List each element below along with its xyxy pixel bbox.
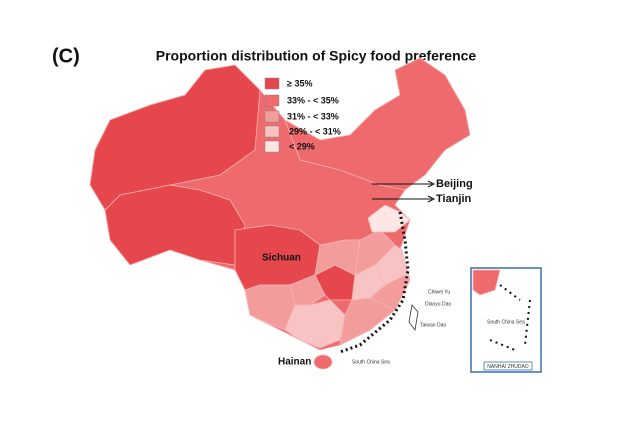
- minor-label: South China Sea: [352, 359, 390, 365]
- legend-swatch: [264, 77, 280, 90]
- province-north: [284, 57, 471, 191]
- minor-label: Chiwei Yu: [428, 289, 450, 295]
- minor-label: NANHAI ZHUDAO: [487, 364, 529, 370]
- arrow-head: [427, 195, 436, 203]
- place-label: Sichuan: [262, 253, 301, 264]
- province-guangxi: [284, 299, 346, 349]
- minor-label: South China Sea: [487, 319, 525, 325]
- minor-label: Taiwan Dao: [420, 322, 446, 328]
- legend-swatch: [264, 125, 280, 138]
- hainan-island: [313, 354, 333, 370]
- legend-label: 31% - < 33%: [287, 111, 339, 121]
- inset-map: South China Sea NANHAI ZHUDAO: [470, 267, 542, 373]
- province-xinjiang: [89, 64, 261, 211]
- panel-label: (C): [52, 45, 80, 67]
- map-title: Proportion distribution of Spicy food pr…: [156, 48, 477, 64]
- province-shandong: [367, 204, 411, 233]
- legend-label: ≥ 35%: [287, 78, 312, 88]
- legend-swatch: [264, 140, 280, 153]
- place-labels: Beijing Tianjin Sichuan Hainan Chiwei Yu…: [262, 178, 473, 368]
- legend-label: 29% - < 31%: [289, 126, 341, 136]
- inset-islands: [489, 284, 531, 351]
- coastal-points: [339, 211, 410, 354]
- legend-label: < 29%: [289, 141, 315, 151]
- province-guizhou: [289, 274, 326, 306]
- place-label: Beijing: [436, 178, 473, 190]
- legend-swatch: [264, 110, 280, 123]
- taiwan-outline: [408, 304, 419, 331]
- legend-label: 33% - < 35%: [287, 95, 339, 105]
- legend-swatch: [264, 94, 280, 107]
- place-label: Hainan: [278, 357, 311, 368]
- arrow-head: [427, 180, 436, 188]
- province-hubei: [314, 239, 361, 276]
- inset-coast: [472, 269, 501, 296]
- legend: ≥ 35% 33% - < 35% 31% - < 33% 29% - < 31…: [264, 77, 341, 153]
- inset-caption-box: [483, 361, 533, 371]
- minor-label: Diaoyu Dao: [425, 301, 451, 307]
- place-label: Tianjin: [436, 193, 472, 205]
- china-map: [89, 57, 471, 370]
